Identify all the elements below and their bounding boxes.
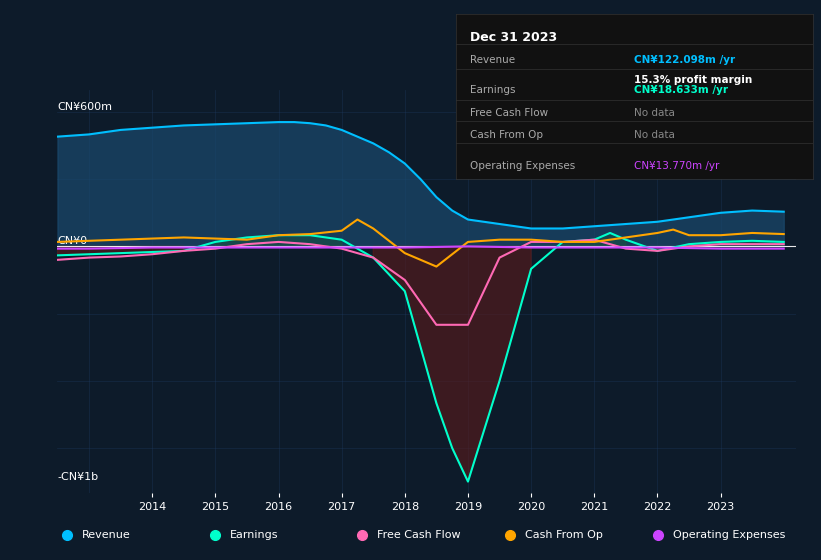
Text: Revenue: Revenue	[470, 55, 515, 66]
Text: CN¥600m: CN¥600m	[57, 102, 112, 112]
Text: Dec 31 2023: Dec 31 2023	[470, 31, 557, 44]
Text: CN¥0: CN¥0	[57, 236, 88, 246]
Text: CN¥122.098m /yr: CN¥122.098m /yr	[635, 55, 736, 66]
Text: CN¥18.633m /yr: CN¥18.633m /yr	[635, 85, 728, 95]
Text: Free Cash Flow: Free Cash Flow	[470, 108, 548, 118]
Text: Revenue: Revenue	[82, 530, 131, 540]
Text: -CN¥1b: -CN¥1b	[57, 472, 99, 482]
Text: No data: No data	[635, 129, 675, 139]
Text: Operating Expenses: Operating Expenses	[470, 161, 576, 171]
Text: Cash From Op: Cash From Op	[525, 530, 603, 540]
Text: Free Cash Flow: Free Cash Flow	[378, 530, 461, 540]
Text: Earnings: Earnings	[470, 85, 516, 95]
Text: CN¥13.770m /yr: CN¥13.770m /yr	[635, 161, 719, 171]
Text: No data: No data	[635, 108, 675, 118]
Text: Cash From Op: Cash From Op	[470, 129, 543, 139]
Text: Earnings: Earnings	[230, 530, 278, 540]
Text: Operating Expenses: Operating Expenses	[673, 530, 785, 540]
Text: 15.3% profit margin: 15.3% profit margin	[635, 75, 753, 85]
